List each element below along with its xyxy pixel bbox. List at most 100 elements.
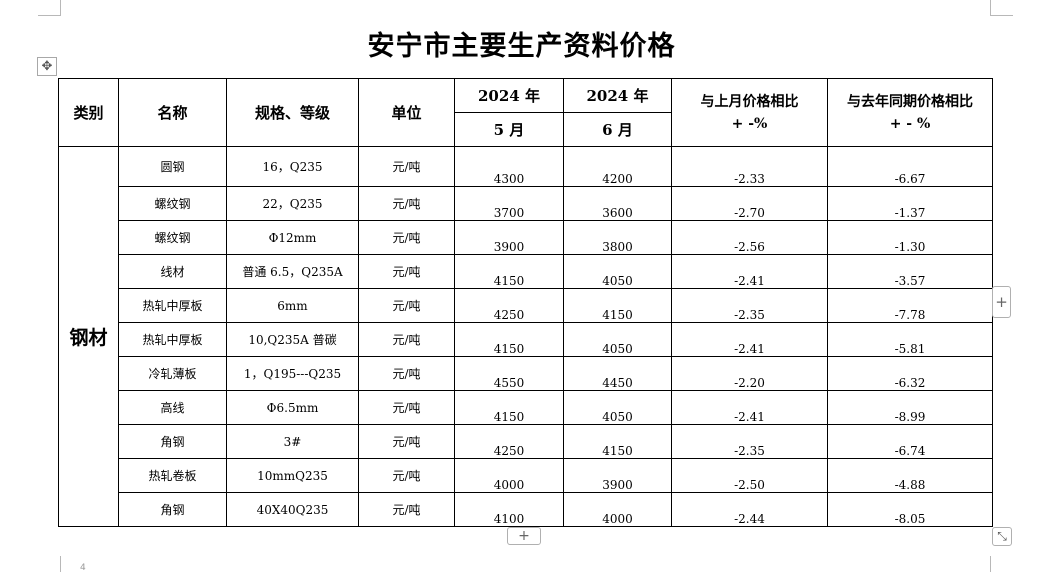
cell-mom-change: -2.41 — [671, 390, 828, 425]
cell-yoy-change: -6.32 — [827, 356, 993, 391]
cell-june-price: 4050 — [563, 322, 672, 357]
header-year-may: 2024 年 — [454, 78, 564, 113]
cell-june-price: 4150 — [563, 424, 672, 459]
cell-mom-change: -2.56 — [671, 220, 828, 255]
header-year-on-year: 与去年同期价格相比 + - % — [827, 78, 993, 147]
price-table: 类别 名称 规格、等级 单位 2024 年 2024 年 与上月价格相比 + -… — [58, 78, 993, 527]
add-row-button[interactable]: + — [507, 527, 541, 545]
cell-yoy-change: -3.57 — [827, 254, 993, 289]
header-yoy-line2: + - % — [889, 115, 931, 132]
page-corner-mark-bottom-left — [38, 556, 61, 572]
cell-unit: 元/吨 — [358, 288, 455, 323]
header-yoy-line1: 与去年同期价格相比 — [847, 93, 973, 110]
cell-june-price: 4200 — [563, 146, 672, 187]
cell-unit: 元/吨 — [358, 186, 455, 221]
cell-june-price: 3800 — [563, 220, 672, 255]
cell-spec: 40X40Q235 — [226, 492, 359, 527]
cell-yoy-change: -6.67 — [827, 146, 993, 187]
cell-june-price: 3900 — [563, 458, 672, 493]
cell-spec: Φ12mm — [226, 220, 359, 255]
page-number: 4 — [80, 563, 86, 573]
resize-diagonal-icon: ⤡ — [997, 529, 1007, 543]
cell-unit: 元/吨 — [358, 356, 455, 391]
header-mom-line1: 与上月价格相比 — [700, 93, 799, 110]
category-steel: 钢材 — [58, 146, 119, 527]
plus-icon: + — [518, 528, 530, 544]
header-category: 类别 — [58, 78, 119, 147]
cell-unit: 元/吨 — [358, 492, 455, 527]
cell-spec: 10mmQ235 — [226, 458, 359, 493]
cell-june-price: 3600 — [563, 186, 672, 221]
cell-yoy-change: -1.30 — [827, 220, 993, 255]
cell-mom-change: -2.50 — [671, 458, 828, 493]
cell-name: 角钢 — [118, 424, 227, 459]
cell-may-price: 4250 — [454, 288, 564, 323]
cell-name: 角钢 — [118, 492, 227, 527]
cell-name: 冷轧薄板 — [118, 356, 227, 391]
cell-june-price: 4050 — [563, 254, 672, 289]
cell-unit: 元/吨 — [358, 322, 455, 357]
cell-spec: 6mm — [226, 288, 359, 323]
cell-may-price: 3700 — [454, 186, 564, 221]
cell-unit: 元/吨 — [358, 146, 455, 187]
cell-june-price: 4150 — [563, 288, 672, 323]
cell-yoy-change: -7.78 — [827, 288, 993, 323]
cell-mom-change: -2.20 — [671, 356, 828, 391]
move-arrows-icon: ✥ — [41, 59, 53, 74]
cell-name: 热轧中厚板 — [118, 288, 227, 323]
cell-spec: 22，Q235 — [226, 186, 359, 221]
plus-icon: + — [995, 293, 1008, 311]
cell-spec: 10,Q235A 普碳 — [226, 322, 359, 357]
cell-june-price: 4000 — [563, 492, 672, 527]
cell-yoy-change: -4.88 — [827, 458, 993, 493]
cell-name: 线材 — [118, 254, 227, 289]
cell-mom-change: -2.33 — [671, 146, 828, 187]
cell-unit: 元/吨 — [358, 390, 455, 425]
header-mom-line2: + -% — [731, 115, 768, 132]
header-name: 名称 — [118, 78, 227, 147]
header-month-on-month: 与上月价格相比 + -% — [671, 78, 828, 147]
cell-mom-change: -2.35 — [671, 424, 828, 459]
cell-may-price: 4150 — [454, 322, 564, 357]
cell-yoy-change: -5.81 — [827, 322, 993, 357]
cell-may-price: 4000 — [454, 458, 564, 493]
cell-name: 螺纹钢 — [118, 220, 227, 255]
header-month-may: 5 月 — [454, 112, 564, 147]
cell-yoy-change: -8.05 — [827, 492, 993, 527]
cell-june-price: 4050 — [563, 390, 672, 425]
cell-name: 螺纹钢 — [118, 186, 227, 221]
cell-yoy-change: -6.74 — [827, 424, 993, 459]
cell-name: 圆钢 — [118, 146, 227, 187]
page-corner-mark-top-right — [990, 0, 1013, 16]
cell-spec: 1，Q195---Q235 — [226, 356, 359, 391]
add-column-button[interactable]: + — [992, 286, 1011, 318]
cell-may-price: 4100 — [454, 492, 564, 527]
table-resize-handle[interactable]: ⤡ — [992, 527, 1012, 546]
cell-spec: 普通 6.5，Q235A — [226, 254, 359, 289]
cell-may-price: 4300 — [454, 146, 564, 187]
cell-may-price: 4150 — [454, 254, 564, 289]
cell-yoy-change: -1.37 — [827, 186, 993, 221]
cell-mom-change: -2.44 — [671, 492, 828, 527]
cell-mom-change: -2.35 — [671, 288, 828, 323]
page-corner-mark-bottom-right — [990, 556, 1013, 572]
cell-yoy-change: -8.99 — [827, 390, 993, 425]
cell-may-price: 4550 — [454, 356, 564, 391]
cell-may-price: 4150 — [454, 390, 564, 425]
cell-mom-change: -2.70 — [671, 186, 828, 221]
table-move-handle[interactable]: ✥ — [37, 57, 57, 76]
document-title: 安宁市主要生产资料价格 — [367, 31, 676, 62]
cell-may-price: 4250 — [454, 424, 564, 459]
cell-name: 高线 — [118, 390, 227, 425]
cell-spec: 16，Q235 — [226, 146, 359, 187]
page-corner-mark-top-left — [38, 0, 61, 16]
cell-name: 热轧卷板 — [118, 458, 227, 493]
header-spec: 规格、等级 — [226, 78, 359, 147]
header-unit: 单位 — [358, 78, 455, 147]
cell-june-price: 4450 — [563, 356, 672, 391]
header-year-june: 2024 年 — [563, 78, 672, 113]
cell-spec: 3# — [226, 424, 359, 459]
cell-mom-change: -2.41 — [671, 254, 828, 289]
cell-may-price: 3900 — [454, 220, 564, 255]
cell-unit: 元/吨 — [358, 220, 455, 255]
